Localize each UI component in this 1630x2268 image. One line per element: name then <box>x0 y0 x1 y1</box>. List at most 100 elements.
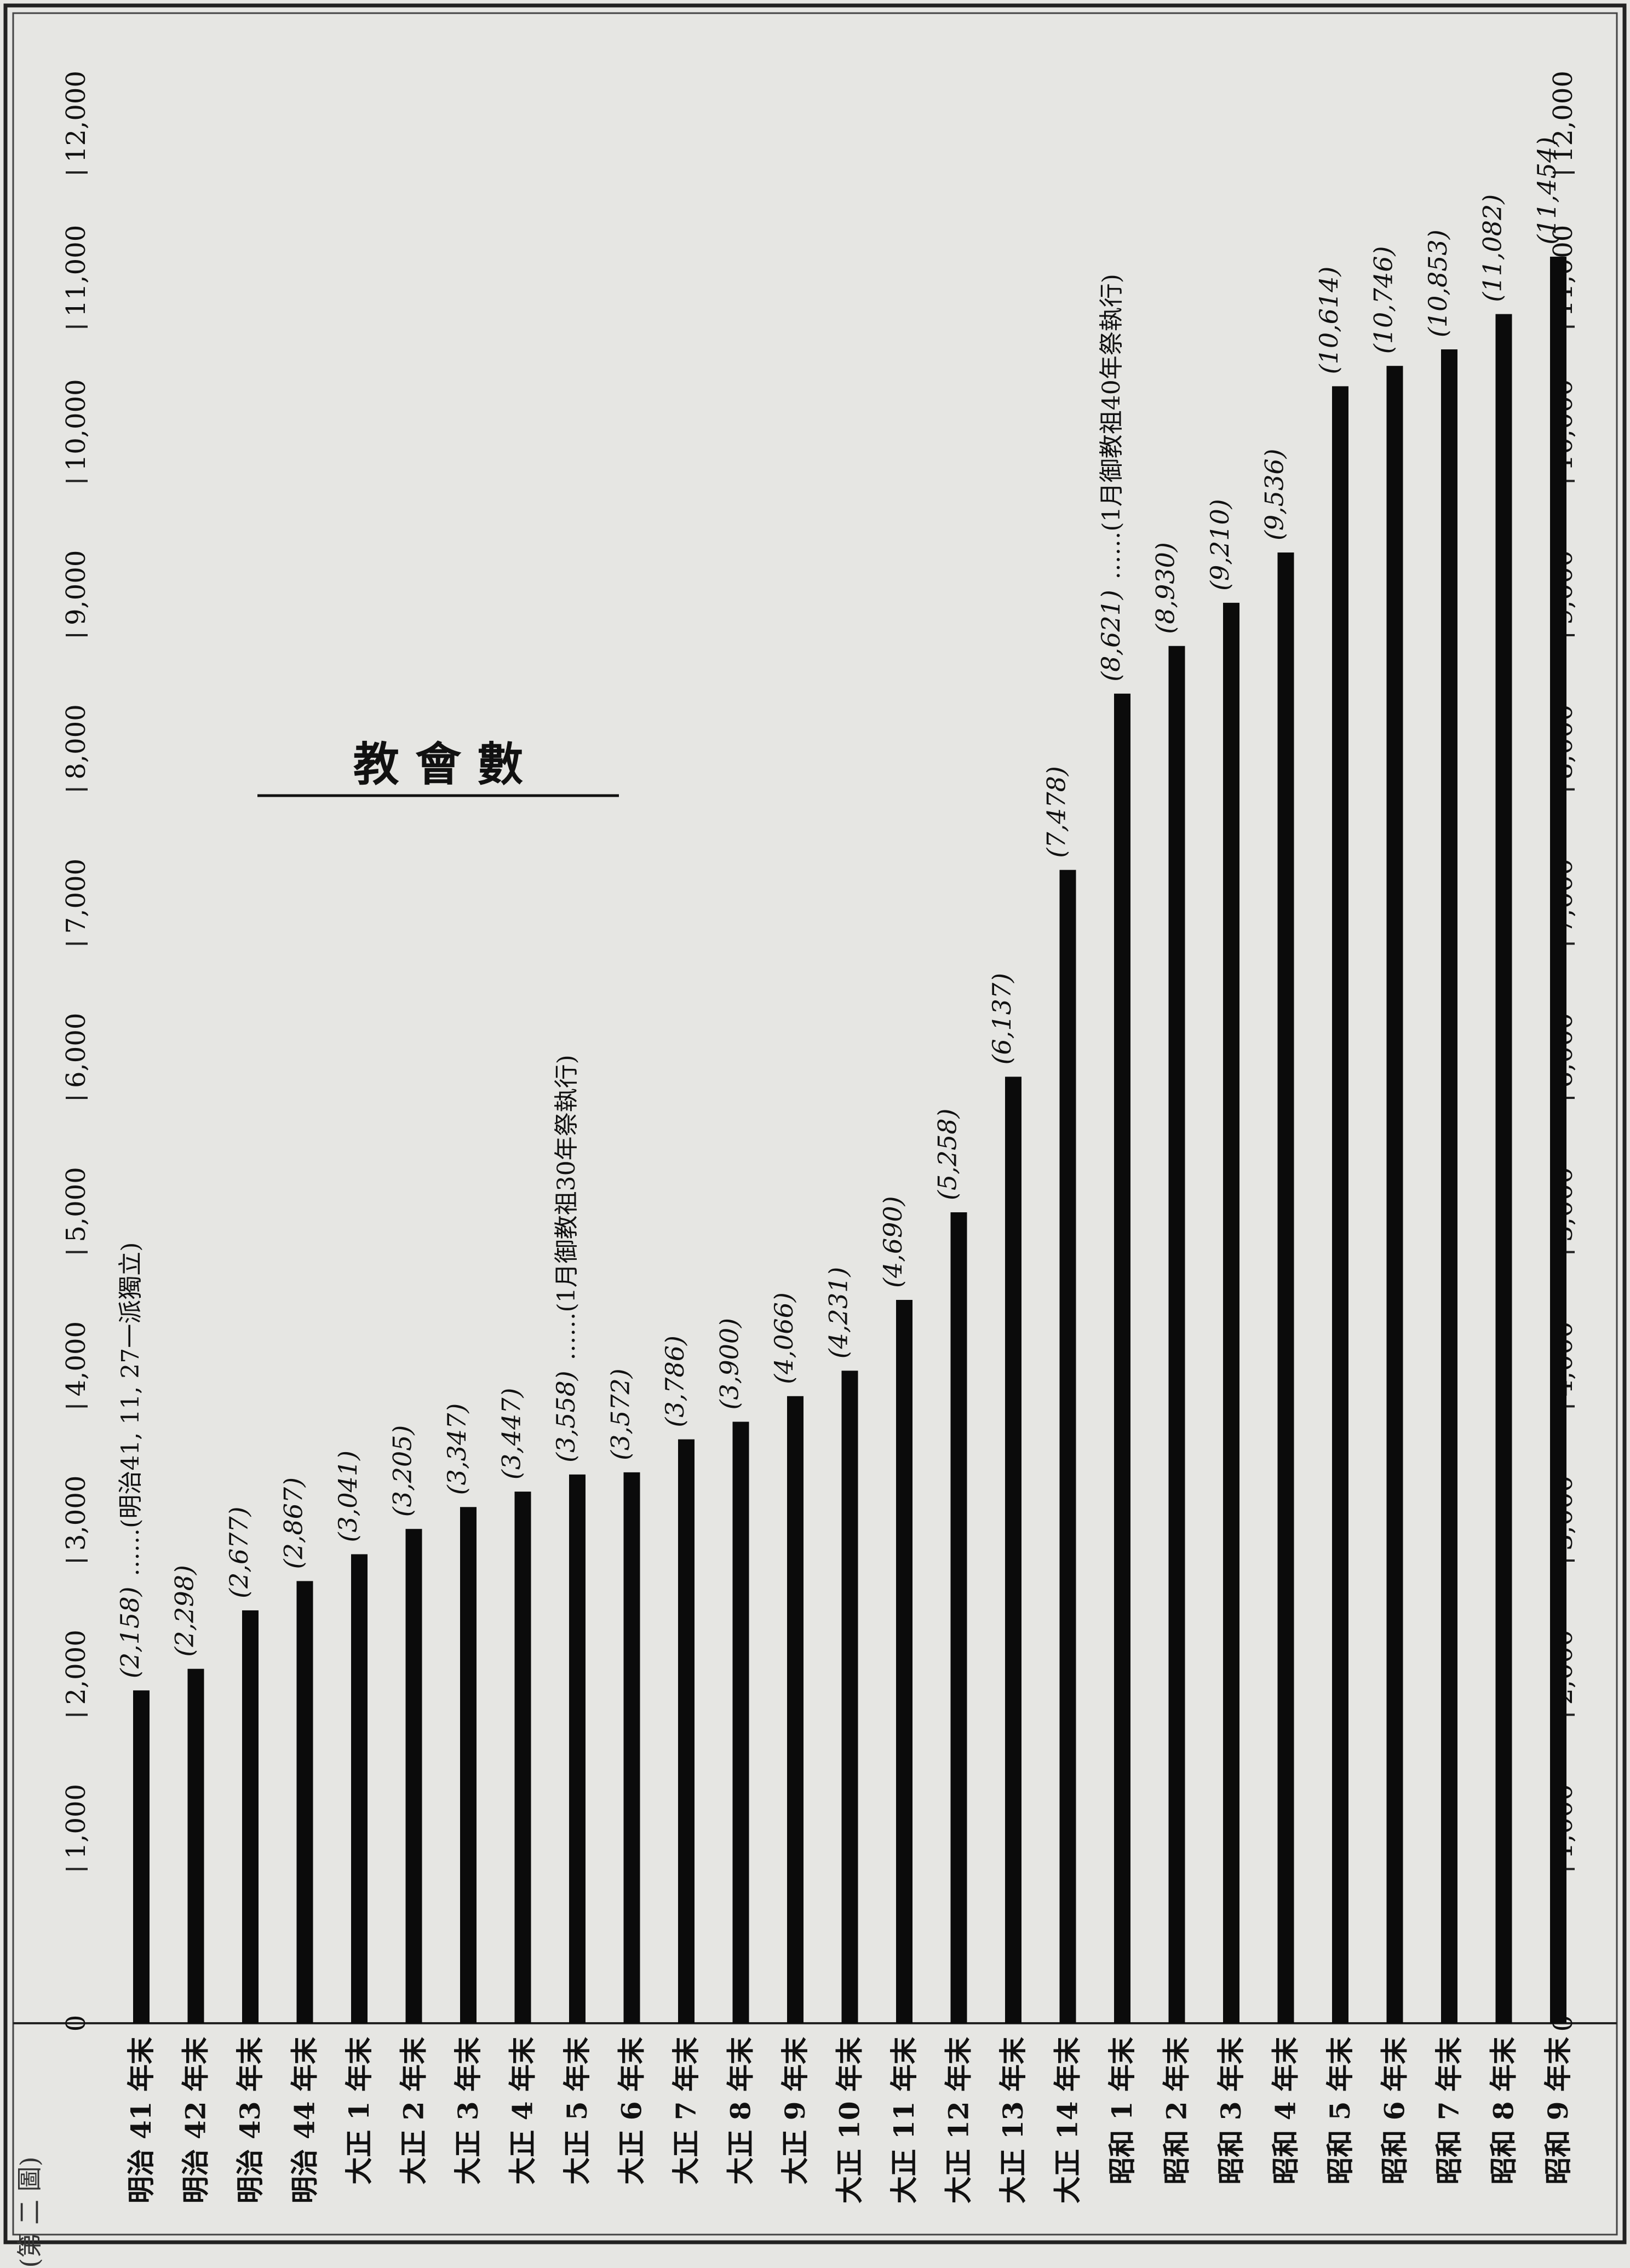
chart-frame-outer <box>3 3 1627 2244</box>
value-label: (3,786) <box>660 1336 690 1427</box>
category-label: 大正 12 年末 <box>943 2037 975 2203</box>
tick-label-top: 11,000 <box>61 225 91 317</box>
category-label: 昭和 7 年末 <box>1433 2037 1465 2185</box>
category-label: 昭和 4 年末 <box>1270 2037 1302 2185</box>
tick-label-top: 5,000 <box>61 1167 91 1242</box>
category-label: 昭和 6 年末 <box>1379 2037 1411 2185</box>
category-label: 昭和 2 年末 <box>1161 2037 1193 2185</box>
tick-label-top: 1,000 <box>61 1784 91 1859</box>
value-label: (3,900) <box>715 1318 744 1410</box>
category-label: 明治 43 年末 <box>234 2037 266 2203</box>
value-label: (2,867) <box>279 1477 308 1569</box>
value-label: (4,231) <box>824 1267 853 1359</box>
figure-number-label: (第 二 圖) <box>15 2156 44 2268</box>
category-label: 明治 44 年末 <box>289 2037 321 2203</box>
tick-label-top: 12,000 <box>61 71 91 163</box>
value-label: (8,621) <box>1096 590 1126 682</box>
category-label: 大正 9 年末 <box>779 2037 811 2185</box>
value-label: (3,041) <box>333 1450 363 1542</box>
category-label: 昭和 8 年末 <box>1488 2037 1520 2185</box>
value-label: (11,082) <box>1478 194 1507 302</box>
bar <box>678 1439 695 2023</box>
bar <box>1114 693 1130 2023</box>
bar <box>623 1472 640 2023</box>
tick-label-top: 10,000 <box>61 379 91 471</box>
tick-label-top: 4,000 <box>61 1321 91 1396</box>
bar <box>187 1668 204 2023</box>
category-label: 大正 8 年末 <box>725 2037 757 2185</box>
annotation-text: ……(明治41, 11, 27一派獨立) <box>117 1242 145 1576</box>
bar <box>1332 386 1348 2023</box>
bars <box>133 256 1566 2023</box>
tick-label-top: 0 <box>61 2015 91 2032</box>
category-label: 昭和 9 年末 <box>1542 2037 1574 2185</box>
bar <box>1277 552 1294 2023</box>
value-label: (3,447) <box>497 1388 526 1480</box>
value-label: (2,677) <box>224 1506 254 1598</box>
bar <box>841 1371 858 2023</box>
tick-label-bottom: 12,000 <box>1548 71 1579 163</box>
annotation-text: ……(1月御教祖30年祭執行) <box>553 1055 581 1360</box>
bar <box>1386 366 1403 2023</box>
bar <box>242 1610 259 2023</box>
category-label: 大正 13 年末 <box>997 2037 1029 2203</box>
bar <box>296 1581 313 2023</box>
chart-frame-inner <box>12 12 1618 2236</box>
value-label: (6,137) <box>987 973 1017 1065</box>
category-label: 大正 5 年末 <box>561 2037 593 2185</box>
value-label: (7,478) <box>1042 766 1071 858</box>
bar <box>950 1212 967 2023</box>
value-label: (10,746) <box>1369 246 1398 354</box>
value-label: (3,347) <box>442 1403 472 1495</box>
bar <box>460 1507 477 2023</box>
bar <box>1168 646 1185 2023</box>
chart-title: 教 會 數 <box>353 737 524 791</box>
value-label: (2,158) <box>115 1587 145 1679</box>
tick-label-top: 8,000 <box>61 704 91 779</box>
value-label: (9,210) <box>1205 499 1235 591</box>
bar <box>1223 602 1239 2023</box>
bar <box>1550 256 1566 2023</box>
category-label: 昭和 3 年末 <box>1215 2037 1247 2185</box>
category-label: 昭和 1 年末 <box>1106 2037 1138 2185</box>
bar <box>787 1396 803 2023</box>
value-label: (8,930) <box>1151 542 1180 634</box>
value-label: (3,205) <box>388 1425 417 1517</box>
tick-label-top: 6,000 <box>61 1013 91 1088</box>
category-label: 大正 2 年末 <box>398 2037 430 2185</box>
category-label: 大正 11 年末 <box>888 2037 920 2203</box>
category-label: 昭和 5 年末 <box>1324 2037 1356 2185</box>
tick-label-top: 2,000 <box>61 1630 91 1705</box>
annotation-text: ……(1月御教祖40年祭執行) <box>1098 274 1126 579</box>
bar <box>569 1474 586 2023</box>
category-labels: 明治 41 年末 明治 42 年末 明治 43 年末 明治 44 年末 大正 1 年末大… <box>125 2037 1574 2203</box>
bar <box>351 1554 368 2023</box>
value-label: (11,454) <box>1532 137 1562 245</box>
bar <box>1005 1077 1021 2023</box>
value-axis-top: 0 1,000 2,000 3,000 4,000 5,000 6,000 7,000 8,00… <box>61 71 91 2031</box>
bar <box>133 1690 150 2023</box>
category-label: 大正 6 年末 <box>616 2037 648 2185</box>
value-labels: (2,158) (2,298) (2,677) (2,867) (3,041) (3,20… <box>115 137 1562 1678</box>
category-label: 大正 3 年末 <box>452 2037 484 2185</box>
category-label: 大正 14 年末 <box>1052 2037 1084 2203</box>
value-label: (9,536) <box>1260 448 1289 540</box>
category-label: 大正 10 年末 <box>834 2037 866 2203</box>
category-label: 大正 1 年末 <box>343 2037 375 2185</box>
value-label: (10,614) <box>1314 267 1344 375</box>
annotations: ……(明治41, 11, 27一派獨立) ……(1月御教祖30年祭執行) ……(1月… <box>117 274 1126 1576</box>
value-label: (5,258) <box>933 1108 962 1200</box>
bar <box>1059 870 1076 2023</box>
value-label: (2,298) <box>170 1565 199 1657</box>
category-label: 明治 42 年末 <box>180 2037 212 2203</box>
tick-label-top: 7,000 <box>61 859 91 934</box>
category-label: 大正 4 年末 <box>507 2037 539 2185</box>
category-label: 大正 7 年末 <box>670 2037 702 2185</box>
category-label: 明治 41 年末 <box>125 2037 157 2203</box>
value-label: (4,690) <box>878 1196 908 1288</box>
value-label: (3,558) <box>551 1371 581 1463</box>
value-label: (10,853) <box>1423 229 1453 337</box>
value-label: (3,572) <box>606 1368 635 1460</box>
